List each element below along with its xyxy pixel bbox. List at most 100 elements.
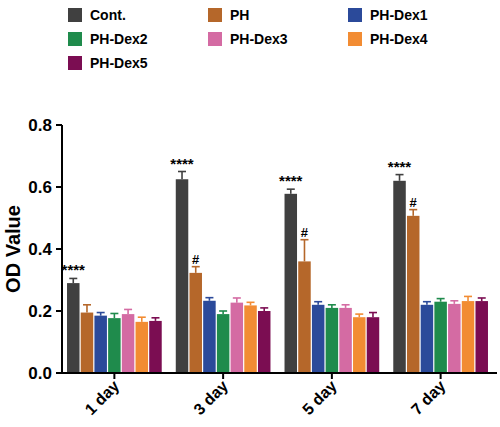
error-cap [205, 297, 213, 299]
error-bar [138, 317, 146, 322]
annotation: **** [388, 158, 412, 175]
error-bar [124, 309, 132, 314]
error-bar [97, 313, 105, 316]
y-tick-label: 0.4 [28, 240, 52, 259]
error-cap [260, 307, 268, 309]
legend-label: PH-Dex3 [230, 31, 288, 47]
error-bar [450, 301, 458, 304]
x-tick-label: 5 day [299, 377, 340, 418]
error-cap [151, 317, 159, 319]
bar [393, 181, 406, 373]
chart: ****************###0.00.20.40.60.81 day3… [0, 0, 500, 427]
y-tick-label: 0.8 [28, 116, 52, 135]
error-cap [464, 296, 472, 298]
error-bar [260, 308, 268, 311]
error-bar [328, 305, 336, 308]
error-bar [369, 313, 377, 318]
legend-label: PH-Dex1 [370, 7, 428, 23]
legend-label: PH-Dex2 [90, 31, 148, 47]
error-cap [423, 301, 431, 303]
bar [421, 305, 434, 373]
error-stem [412, 210, 414, 216]
annotation: # [192, 252, 200, 267]
error-bar [151, 318, 159, 321]
error-cap [355, 313, 363, 315]
error-bar [219, 311, 227, 314]
bar [108, 318, 121, 373]
legend-swatch [208, 8, 222, 22]
error-bar [69, 278, 77, 283]
bar [367, 317, 380, 373]
x-axis [62, 372, 497, 374]
legend-swatch [68, 32, 82, 46]
error-bar [314, 302, 322, 305]
error-cap [138, 316, 146, 318]
bar [231, 303, 244, 373]
error-bar [233, 298, 241, 303]
bar [176, 179, 189, 373]
error-bar [287, 189, 295, 194]
error-bar [409, 210, 417, 216]
error-bar [83, 305, 91, 313]
x-tick [222, 373, 224, 379]
bars [67, 172, 488, 374]
bar [285, 194, 298, 373]
error-cap [97, 312, 105, 314]
error-bar [396, 175, 404, 181]
error-cap [314, 301, 322, 303]
bar [149, 321, 162, 373]
bar [448, 304, 461, 373]
legend-swatch [68, 8, 82, 22]
bar [189, 273, 202, 373]
error-bar [478, 298, 486, 301]
legend-swatch [208, 32, 222, 46]
error-stem [181, 172, 183, 180]
annotation: **** [170, 155, 194, 172]
bar [298, 261, 311, 373]
error-stem [195, 267, 197, 273]
bar [217, 314, 230, 373]
error-stem [304, 240, 306, 262]
bar [475, 301, 488, 373]
error-cap [83, 304, 91, 306]
error-cap [478, 297, 486, 299]
error-cap [124, 309, 132, 311]
bar [258, 311, 271, 373]
x-tick-label: 3 day [190, 377, 231, 418]
error-cap [247, 302, 255, 304]
bar [434, 302, 447, 373]
bar [203, 301, 216, 373]
error-bar [110, 313, 118, 318]
y-tick [56, 372, 62, 374]
bar [353, 317, 366, 373]
bar [244, 305, 257, 373]
legend-label: Cont. [90, 7, 126, 23]
legend: Cont.PHPH-Dex1PH-Dex2PH-Dex3PH-Dex4PH-De… [68, 7, 428, 71]
error-bar [355, 314, 363, 317]
bar [407, 216, 420, 373]
annotation: # [301, 225, 309, 240]
annotation: # [410, 195, 418, 210]
y-tick [56, 248, 62, 250]
error-cap [328, 304, 336, 306]
y-tick [56, 124, 62, 126]
legend-label: PH [230, 7, 249, 23]
x-tick [113, 373, 115, 379]
bar [339, 308, 352, 373]
bar [136, 322, 149, 373]
error-bar [464, 296, 472, 301]
y-tick [56, 310, 62, 312]
bar [94, 316, 107, 373]
bar [122, 314, 135, 373]
bar [462, 301, 475, 373]
error-bar [300, 240, 308, 262]
x-tick-label: 7 day [408, 377, 449, 418]
legend-swatch [68, 56, 82, 70]
legend-label: PH-Dex5 [90, 55, 148, 71]
error-cap [369, 312, 377, 314]
x-tick [440, 373, 442, 379]
legend-swatch [348, 32, 362, 46]
annotation: **** [279, 172, 303, 189]
error-cap [219, 310, 227, 312]
error-bar [247, 302, 255, 305]
